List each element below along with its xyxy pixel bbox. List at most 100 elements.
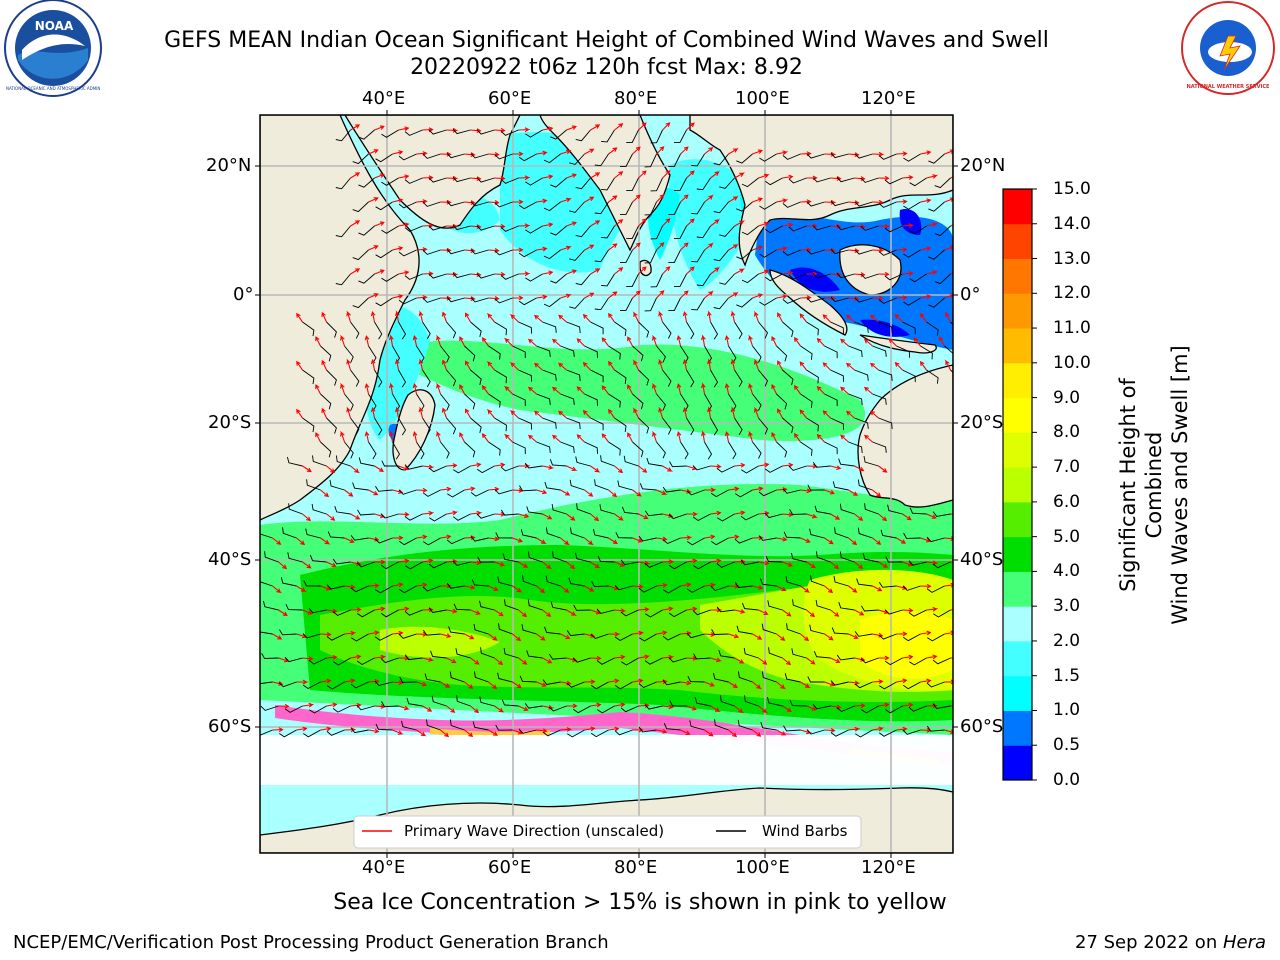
wave-direction-arrow <box>494 127 506 133</box>
wind-barb <box>741 225 759 236</box>
wave-direction-arrow <box>416 487 428 493</box>
wind-barb <box>446 369 457 387</box>
wave-direction-arrow <box>878 702 890 708</box>
wave-direction-arrow <box>710 705 722 712</box>
wind-barb <box>464 345 476 362</box>
wave-direction-arrow <box>534 410 543 419</box>
wave-direction-arrow <box>368 489 379 496</box>
wind-barb <box>375 485 393 492</box>
wave-direction-arrow <box>512 247 524 253</box>
wave-direction-arrow <box>704 194 714 203</box>
wave-direction-arrow <box>878 513 888 522</box>
wind-barb <box>518 728 537 734</box>
legend-barb-label: Wind Barbs <box>762 822 848 840</box>
wave-direction-arrow <box>272 727 284 733</box>
wind-barb <box>638 726 657 733</box>
wind-barb <box>569 297 585 309</box>
wind-barb <box>550 129 567 140</box>
wind-barb <box>812 703 831 710</box>
wind-barb <box>645 609 663 618</box>
chart-title: GEFS MEAN Indian Ocean Significant Heigh… <box>164 28 1049 53</box>
wind-barb <box>375 249 393 259</box>
wave-direction-arrow <box>872 537 882 545</box>
wave-direction-arrow <box>302 561 312 569</box>
wind-barb <box>776 345 788 362</box>
colorbar-tick-label: 15.0 <box>1053 179 1091 199</box>
wave-direction-arrow <box>782 609 792 617</box>
wave-direction-arrow <box>590 172 601 179</box>
wave-direction-arrow <box>608 312 615 323</box>
wind-barb <box>862 553 879 563</box>
wave-direction-arrow <box>608 537 618 545</box>
wave-direction-arrow <box>392 729 404 735</box>
wind-barb <box>884 225 903 233</box>
colorbar-swatch <box>1003 710 1032 746</box>
wave-direction-arrow <box>728 633 740 639</box>
wind-barb <box>854 321 869 333</box>
wave-direction-arrow <box>632 630 645 636</box>
wave-direction-arrow <box>710 170 720 179</box>
wave-direction-arrow <box>374 221 385 227</box>
wave-direction-arrow <box>854 513 864 521</box>
wind-barb <box>476 129 495 135</box>
wind-barb <box>326 321 337 338</box>
footer-date: 27 Sep 2022 on <box>1075 932 1223 953</box>
wind-barb <box>836 654 855 661</box>
wave-direction-arrow <box>512 151 524 157</box>
wind-barb <box>542 417 557 429</box>
wind-barb <box>738 671 753 683</box>
wind-barb <box>500 225 519 232</box>
wind-barb <box>713 153 729 166</box>
wind-barb <box>632 441 644 458</box>
wave-direction-arrow <box>724 335 730 347</box>
wind-barb <box>502 553 519 563</box>
wave-direction-arrow <box>752 681 763 690</box>
wind-barb <box>620 559 639 566</box>
wind-barb <box>404 654 423 661</box>
wind-barb <box>422 249 441 255</box>
wave-direction-arrow <box>920 198 932 204</box>
wind-barb <box>782 321 794 338</box>
wave-direction-arrow <box>374 465 384 472</box>
wave-direction-arrow <box>340 334 346 347</box>
wind-barb <box>327 531 345 539</box>
wind-barb <box>717 513 735 522</box>
wave-direction-arrow <box>752 486 764 492</box>
wind-barb <box>260 533 273 539</box>
wave-direction-arrow <box>560 585 570 593</box>
lon-label-bottom-120e: 120°E <box>861 857 916 878</box>
wind-barb <box>500 273 519 280</box>
wind-barb <box>494 369 507 384</box>
wind-barb <box>575 552 591 563</box>
wind-barb <box>380 657 399 664</box>
wind-barb <box>638 369 650 386</box>
wind-barb <box>927 633 945 642</box>
wind-barb <box>638 535 657 542</box>
wind-barb <box>326 369 337 386</box>
wind-barb <box>806 297 825 303</box>
wave-direction-arrow <box>302 609 313 615</box>
wind-barb <box>422 417 431 436</box>
wave-direction-arrow <box>824 199 837 205</box>
wave-direction-arrow <box>398 270 410 276</box>
wave-direction-arrow <box>752 197 763 203</box>
wind-barb <box>932 703 951 709</box>
wave-direction-arrow <box>728 291 739 299</box>
wind-barb <box>788 177 807 184</box>
wind-barb <box>446 417 457 435</box>
wind-barb <box>854 631 873 637</box>
wind-barb <box>374 417 383 436</box>
wind-barb <box>550 177 567 188</box>
wave-direction-arrow <box>368 149 379 155</box>
wave-direction-arrow <box>470 705 480 714</box>
wave-direction-arrow <box>627 336 633 347</box>
wind-barb <box>522 575 537 587</box>
wind-barb <box>860 657 879 664</box>
wave-direction-arrow <box>730 310 736 323</box>
wave-direction-arrow <box>793 384 801 395</box>
wave-direction-arrow <box>752 535 764 541</box>
wind-barb <box>662 417 672 435</box>
wind-barb <box>350 369 360 387</box>
wave-direction-arrow <box>296 360 303 371</box>
wind-barb <box>848 441 863 454</box>
